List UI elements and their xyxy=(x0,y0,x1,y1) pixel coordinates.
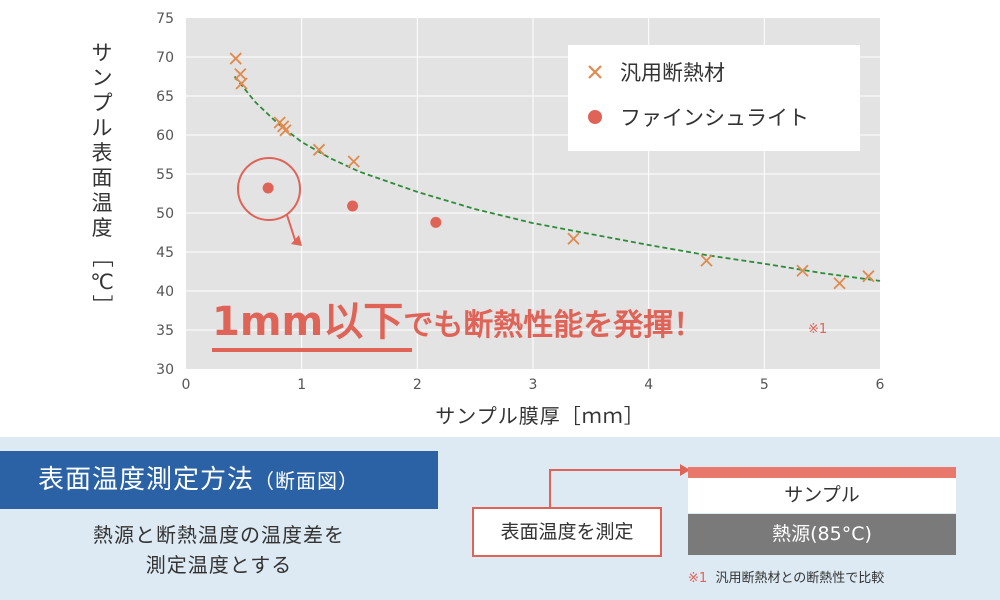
grid xyxy=(186,18,880,369)
x-marker-point xyxy=(567,232,580,245)
heat-source-layer: 熱源(85°C) xyxy=(688,514,956,555)
circle-marker-point xyxy=(262,182,274,194)
x-tick-label: 0 xyxy=(182,377,191,393)
method-description-line2: 測定温度とする xyxy=(145,553,293,577)
footnote-mark: ※1 xyxy=(688,571,708,586)
y-tick-label: 30 xyxy=(156,362,174,378)
measure-arrow xyxy=(549,464,690,507)
annotation-part1: 1mm以下 xyxy=(212,299,403,345)
y-tick-label: 40 xyxy=(156,284,174,300)
x-marker-point xyxy=(229,52,242,65)
surface-line xyxy=(688,467,956,478)
method-description-line1: 熱源と断熱温度の温度差を xyxy=(93,523,345,547)
method-title: 表面温度測定方法（断面図） xyxy=(0,451,438,509)
x-tick-label: 1 xyxy=(297,377,306,393)
y-tick-label: 45 xyxy=(156,245,174,261)
y-axis-label-char: 表 xyxy=(92,141,113,165)
sample-layer: サンプル xyxy=(688,478,956,513)
y-tick-label: 70 xyxy=(156,50,174,66)
highlight-callout xyxy=(237,157,302,246)
y-axis-label-char: ル xyxy=(92,116,113,140)
legend-x-icon xyxy=(588,65,602,79)
x-marker-point xyxy=(279,124,292,137)
method-title-sub: （断面図） xyxy=(254,469,360,493)
y-axis-label-char: ［ xyxy=(90,247,114,268)
circle-marker-point xyxy=(347,200,359,212)
annotation-part2: でも断熱性能を発揮！ xyxy=(403,308,703,343)
data-points xyxy=(229,52,875,290)
svg-text:1mm以下でも断熱性能を発揮！: 1mm以下でも断熱性能を発揮！ xyxy=(212,299,703,345)
method-description: 熱源と断熱温度の温度差を 測定温度とする xyxy=(0,520,438,580)
y-tick-label: 50 xyxy=(156,206,174,222)
y-tick-label: 60 xyxy=(156,128,174,144)
y-axis-label-char: ℃ xyxy=(90,270,114,294)
y-axis-label-char: 温 xyxy=(92,191,113,215)
annotation-footnote-mark: ※1 xyxy=(808,322,827,337)
y-axis-label-char: ン xyxy=(92,66,113,90)
y-tick-label: 65 xyxy=(156,89,174,105)
x-tick-label: 3 xyxy=(529,377,538,393)
circle-marker-point xyxy=(430,216,442,228)
x-ticks: 0 1 2 3 4 5 6 xyxy=(182,377,885,393)
footnote-text: 汎用断熱材との断熱性で比較 xyxy=(715,571,885,586)
y-tick-label: 75 xyxy=(156,11,174,27)
x-marker-point xyxy=(235,77,248,90)
x-marker-point xyxy=(796,264,809,277)
measure-label-box: 表面温度を測定 xyxy=(472,507,662,557)
x-marker-point xyxy=(862,270,875,283)
x-tick-label: 6 xyxy=(876,377,885,393)
footnote: ※1 汎用断熱材との断熱性で比較 xyxy=(688,567,884,586)
y-tick-label: 55 xyxy=(156,167,174,183)
x-marker-point xyxy=(700,254,713,267)
y-tick-label: 35 xyxy=(156,323,174,339)
x-tick-label: 2 xyxy=(413,377,422,393)
x-marker-point xyxy=(312,143,326,156)
annotation: 1mm以下でも断熱性能を発揮！ ※1 xyxy=(212,299,827,352)
y-ticks: 30 35 40 45 50 55 60 65 70 75 xyxy=(156,11,174,378)
y-axis-label-char: プ xyxy=(92,91,113,115)
x-tick-label: 4 xyxy=(644,377,653,393)
legend-label-fine: ファインシュライト xyxy=(620,106,809,130)
method-title-text: 表面温度測定方法 xyxy=(38,465,255,495)
x-marker-point xyxy=(347,155,360,168)
legend-label-general: 汎用断熱材 xyxy=(620,61,725,85)
y-axis-label-char: ］ xyxy=(90,295,114,316)
y-axis-label-char: 度 xyxy=(92,216,113,240)
x-marker-point xyxy=(833,277,846,290)
x-axis-label: サンプル膜厚［ｍｍ］ xyxy=(435,404,644,428)
x-tick-label: 5 xyxy=(760,377,769,393)
y-axis-label-char: サ xyxy=(92,41,113,65)
legend-circle-icon xyxy=(588,110,602,124)
y-axis-label-char: 面 xyxy=(92,166,113,190)
legend: 汎用断熱材 ファインシュライト xyxy=(568,45,860,151)
